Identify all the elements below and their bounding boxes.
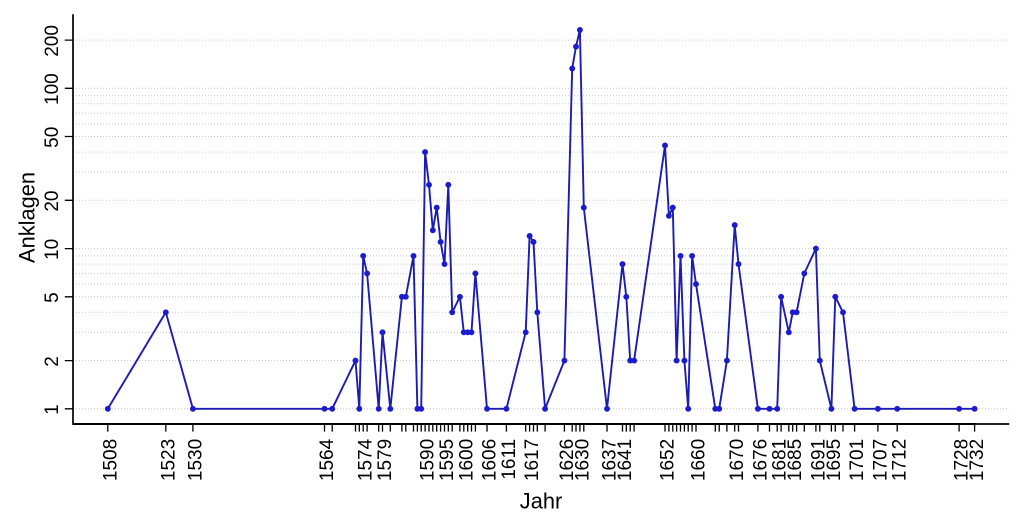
- svg-text:1685: 1685: [785, 439, 806, 481]
- svg-text:1574: 1574: [356, 438, 377, 481]
- svg-text:10: 10: [42, 239, 63, 260]
- svg-text:100: 100: [42, 73, 63, 105]
- svg-text:1637: 1637: [600, 439, 621, 481]
- svg-text:1611: 1611: [499, 439, 520, 480]
- svg-text:1641: 1641: [615, 439, 636, 481]
- svg-text:1701: 1701: [847, 439, 868, 481]
- svg-text:1732: 1732: [967, 439, 988, 481]
- svg-text:1626: 1626: [557, 439, 578, 481]
- svg-text:50: 50: [42, 127, 63, 148]
- svg-text:1595: 1595: [437, 439, 458, 481]
- svg-text:1606: 1606: [480, 439, 501, 481]
- svg-text:1712: 1712: [890, 439, 911, 481]
- svg-text:1: 1: [42, 404, 63, 415]
- svg-text:1695: 1695: [824, 439, 845, 481]
- svg-text:1707: 1707: [870, 439, 891, 481]
- svg-text:1579: 1579: [375, 439, 396, 481]
- svg-text:Anklagen: Anklagen: [14, 172, 39, 263]
- svg-text:1600: 1600: [456, 439, 477, 481]
- svg-text:200: 200: [42, 25, 63, 57]
- svg-text:1681: 1681: [770, 439, 791, 481]
- svg-text:2: 2: [42, 356, 63, 367]
- svg-text:1676: 1676: [750, 439, 771, 481]
- svg-text:1523: 1523: [158, 439, 179, 481]
- svg-text:1691: 1691: [808, 439, 829, 481]
- svg-text:5: 5: [42, 292, 63, 303]
- svg-text:20: 20: [42, 191, 63, 212]
- svg-text:1630: 1630: [572, 439, 593, 481]
- svg-text:1617: 1617: [522, 439, 543, 481]
- svg-text:1652: 1652: [658, 439, 679, 481]
- svg-text:1728: 1728: [952, 439, 973, 481]
- svg-text:Jahr: Jahr: [520, 488, 562, 512]
- svg-text:1590: 1590: [418, 439, 439, 481]
- svg-text:1508: 1508: [100, 439, 121, 481]
- svg-text:1564: 1564: [317, 438, 338, 481]
- svg-text:1530: 1530: [185, 439, 206, 481]
- svg-text:1660: 1660: [689, 439, 710, 481]
- svg-text:1670: 1670: [727, 439, 748, 481]
